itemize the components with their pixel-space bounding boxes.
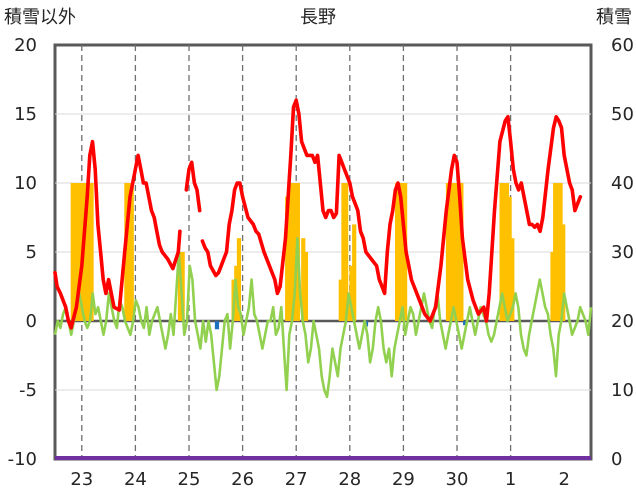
bar — [507, 196, 512, 321]
x-tick-label: 28 — [338, 469, 361, 490]
bar — [397, 183, 402, 321]
x-tick-label: 24 — [124, 469, 147, 490]
bar — [338, 279, 343, 321]
bar — [463, 321, 468, 326]
bar — [344, 183, 349, 321]
bar — [129, 183, 134, 321]
bar — [236, 238, 242, 321]
left-tick-labels: -10 -5 0 5 10 15 20 — [8, 35, 37, 470]
bar — [352, 224, 357, 321]
left-tick-label: 15 — [14, 104, 37, 125]
left-tick-label: -5 — [19, 380, 37, 401]
right-tick-label: 40 — [611, 173, 634, 194]
right-tick-label: 60 — [611, 35, 634, 56]
bar — [126, 183, 132, 321]
right-axis-label: 積雪 — [596, 7, 632, 28]
x-tick-label: 1 — [505, 469, 516, 490]
x-tick-label: 25 — [178, 469, 201, 490]
line-series-path — [53, 139, 182, 330]
x-tick-label: 30 — [446, 469, 469, 490]
left-tick-label: -10 — [8, 449, 37, 470]
x-tick-label: 23 — [70, 469, 93, 490]
bar — [84, 183, 89, 321]
bar — [214, 321, 220, 330]
right-tick-label: 50 — [611, 104, 634, 125]
left-tick-label: 5 — [26, 242, 37, 263]
line-series-path — [53, 236, 593, 399]
bar — [89, 183, 94, 321]
bar — [76, 183, 81, 321]
bar — [400, 183, 405, 321]
bar — [451, 183, 456, 321]
line-series-path — [200, 98, 583, 323]
line-series — [53, 98, 593, 399]
bar — [301, 238, 306, 321]
bar — [558, 183, 563, 321]
x-tick-labels: 23 24 25 26 27 28 29 30 1 2 — [70, 469, 570, 490]
bar — [285, 196, 290, 321]
left-tick-label: 20 — [14, 35, 37, 56]
bar — [303, 252, 309, 321]
bar — [448, 183, 453, 321]
left-tick-label: 0 — [26, 311, 37, 332]
right-tick-labels: 0 10 20 30 40 50 60 — [611, 35, 634, 470]
bar — [349, 265, 354, 321]
bar — [70, 183, 75, 321]
line-series-path — [184, 160, 202, 213]
x-tick-label: 29 — [392, 469, 415, 490]
bar — [504, 183, 510, 321]
x-tick-label: 2 — [558, 469, 569, 490]
bar — [561, 224, 566, 321]
bar — [510, 238, 515, 321]
bar — [394, 183, 400, 321]
bar — [341, 183, 346, 321]
bar — [180, 252, 185, 321]
bar — [78, 183, 83, 321]
chart-title: 長野 — [300, 7, 336, 28]
bar — [293, 183, 298, 321]
bar — [553, 183, 558, 321]
bar — [346, 293, 351, 321]
bar — [499, 183, 504, 321]
right-tick-label: 20 — [611, 311, 634, 332]
x-tick-label: 26 — [231, 469, 254, 490]
bar — [459, 183, 464, 321]
bar — [502, 183, 507, 321]
bar — [445, 183, 451, 321]
bar — [73, 183, 78, 321]
left-axis-label: 積雪以外 — [4, 7, 76, 28]
right-tick-label: 10 — [611, 380, 634, 401]
bar — [287, 183, 292, 321]
right-tick-label: 0 — [611, 449, 622, 470]
bar — [555, 183, 560, 321]
bar — [290, 183, 295, 321]
bar — [86, 183, 91, 321]
bar — [453, 183, 459, 321]
bar — [456, 183, 461, 321]
bar — [550, 252, 555, 321]
left-tick-label: 10 — [14, 173, 37, 194]
x-tick-label: 27 — [285, 469, 308, 490]
right-tick-label: 30 — [611, 242, 634, 263]
